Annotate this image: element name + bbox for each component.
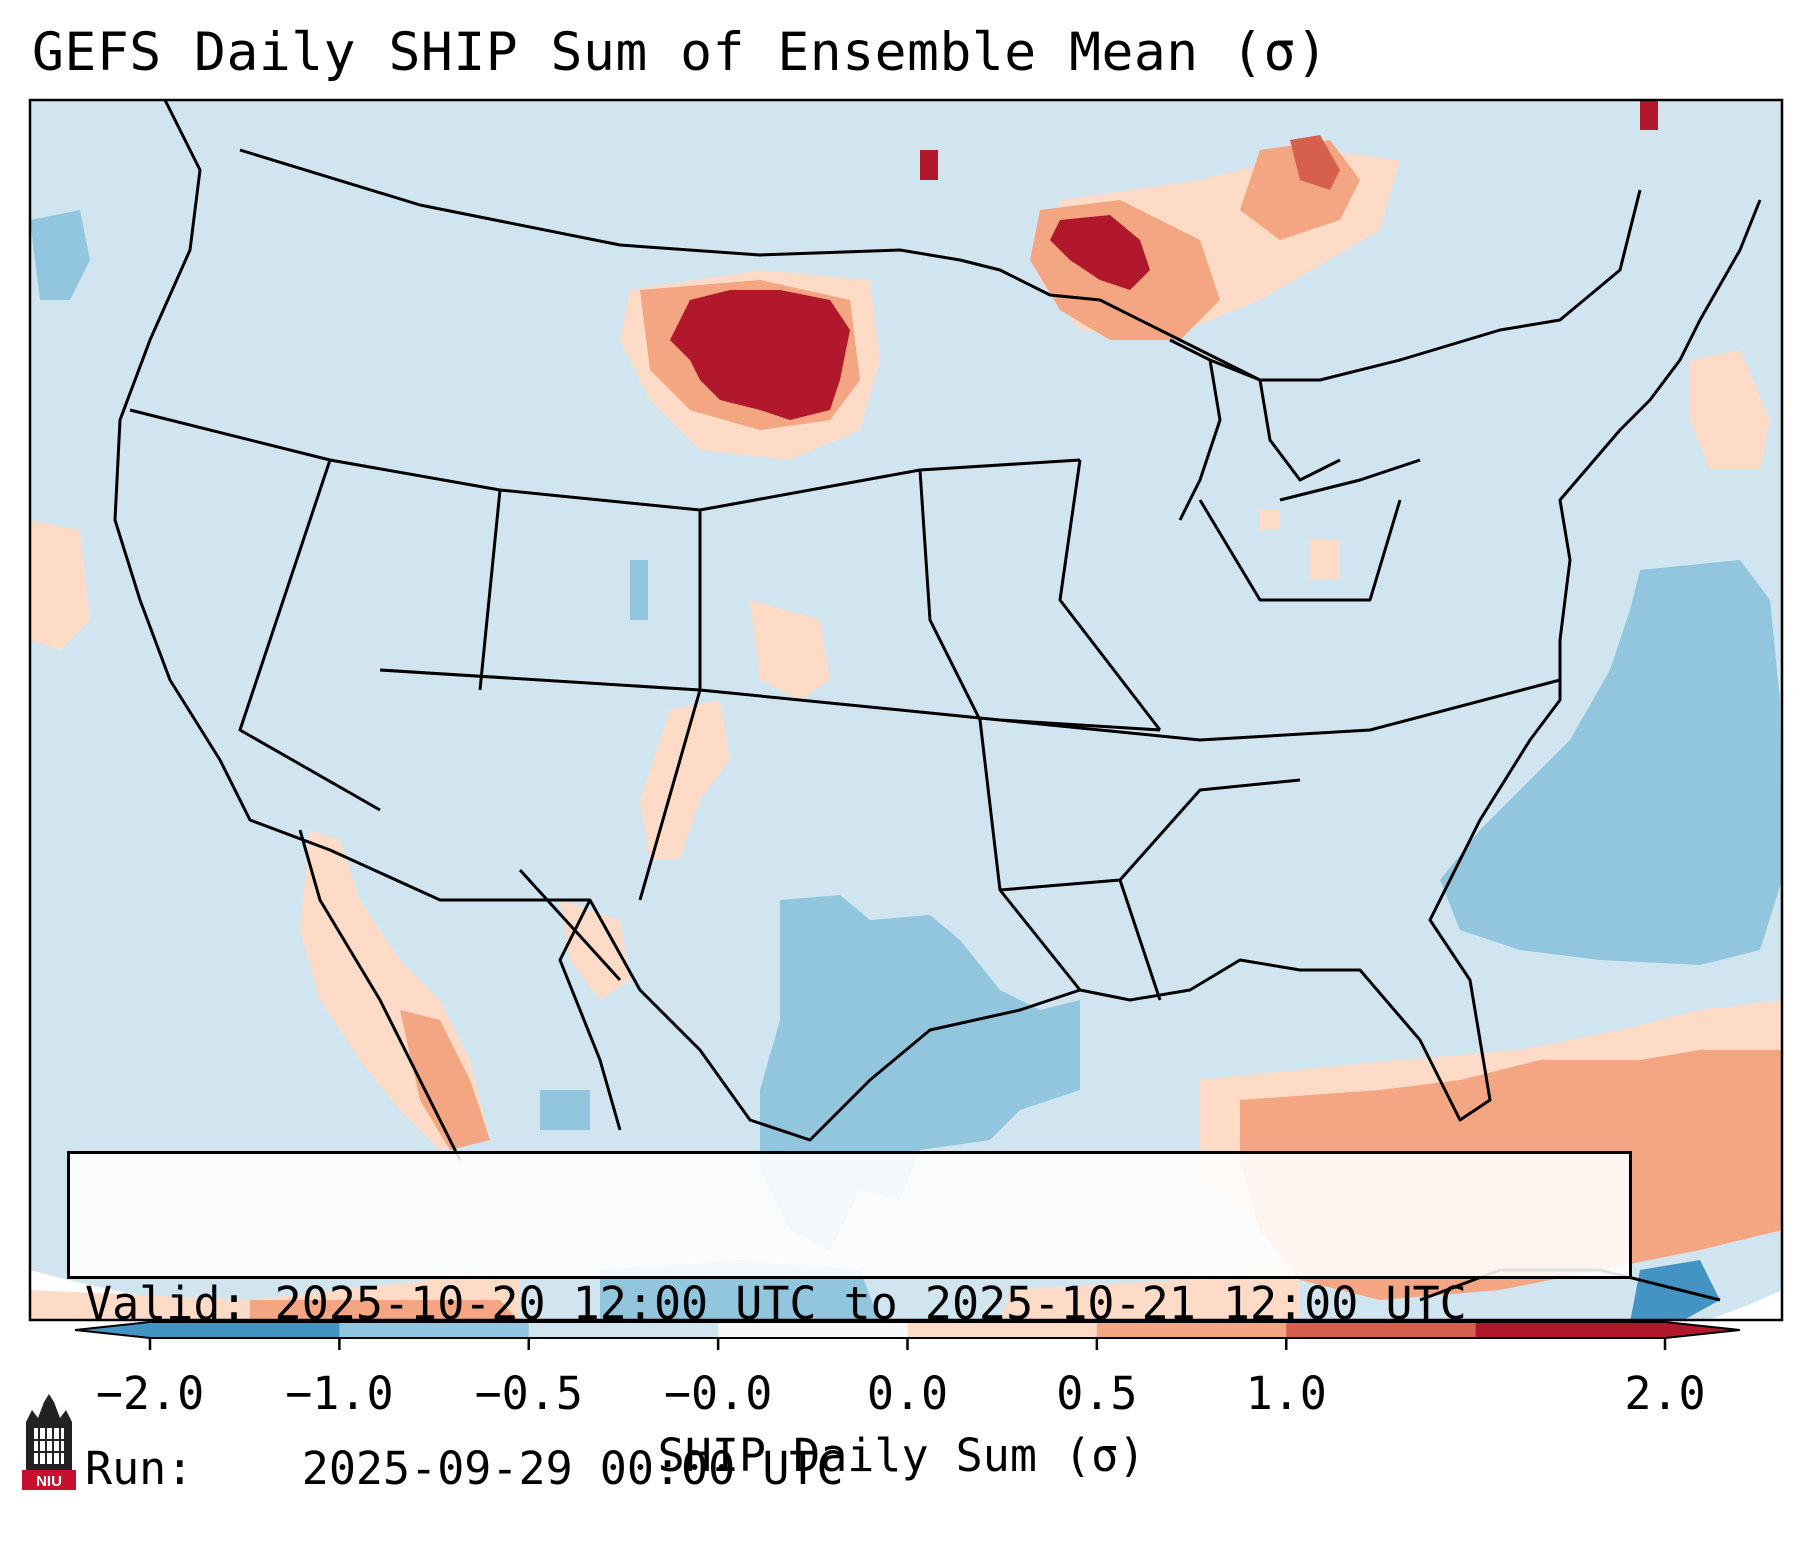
dakota-strong-area [670,290,850,420]
ohio-positive-cell [1310,540,1340,580]
ontario-strong-area [1290,135,1340,190]
southern-moderate-band [250,1300,519,1320]
valid-line: Valid: 2025-10-20 12:00 UTC to 2025-10-2… [85,1276,1629,1331]
colorado-negative-cell [630,560,648,620]
valid-value: 2025-10-20 12:00 UTC to 2025-10-21 12:00… [274,1277,1467,1330]
minnesota-strong-area [1050,215,1150,290]
colorbar-tick-label: −0.5 [474,1367,583,1420]
atlantic-negative-area [1440,560,1782,965]
ohio-positive-cell [1260,510,1280,530]
run-line: Run: 2025-09-29 00:00 UTC [85,1441,1629,1496]
pacific-positive-area [30,520,90,650]
new-england-positive-area [1690,350,1770,470]
pacific-negative-area [30,210,90,300]
map-title: GEFS Daily SHIP Sum of Ensemble Mean (σ) [32,22,1329,83]
run-value: 2025-09-29 00:00 UTC [301,1442,844,1495]
texas-negative-cell [540,1090,590,1130]
colorbar-tick-label: 2.0 [1624,1367,1706,1420]
colorbar-tick-label: 1.0 [1245,1367,1327,1420]
validity-info-box: Valid: 2025-10-20 12:00 UTC to 2025-10-2… [67,1151,1632,1495]
negative-anomaly-areas [30,210,1782,1320]
colorbar-label: SHIP Daily Sum (σ) [657,1429,1146,1482]
us-canada-border [239,148,1642,382]
us-outline [113,100,1762,1142]
logo-text: NIU [36,1473,62,1490]
run-label: Run: [85,1442,194,1495]
map-frame [28,98,1784,1322]
mexico-coast [298,829,622,1161]
kansas-positive-area [750,600,830,700]
colorbar-tick-label: −2.0 [95,1367,205,1420]
quebec-strong-cell [1640,100,1658,130]
anomaly-map [28,98,1784,1322]
colorbar-tick-label: 0.0 [866,1367,949,1420]
niu-logo: NIU [22,1394,76,1490]
colorbar-tick-label: −1.0 [285,1367,394,1420]
colorbar-tick-label: −0.0 [663,1367,773,1420]
strong-positive-areas [670,100,1658,420]
out-of-domain-area [1706,1290,1782,1320]
interior-borders [129,408,1561,1001]
state-borders [113,100,1762,1302]
colorbar-tick-label: 0.5 [1056,1367,1138,1420]
north-dakota-strong-cell [920,150,938,180]
sonora-moderate-area [400,1010,490,1150]
valid-label: Valid: [85,1277,248,1330]
great-lakes [1169,338,1421,521]
